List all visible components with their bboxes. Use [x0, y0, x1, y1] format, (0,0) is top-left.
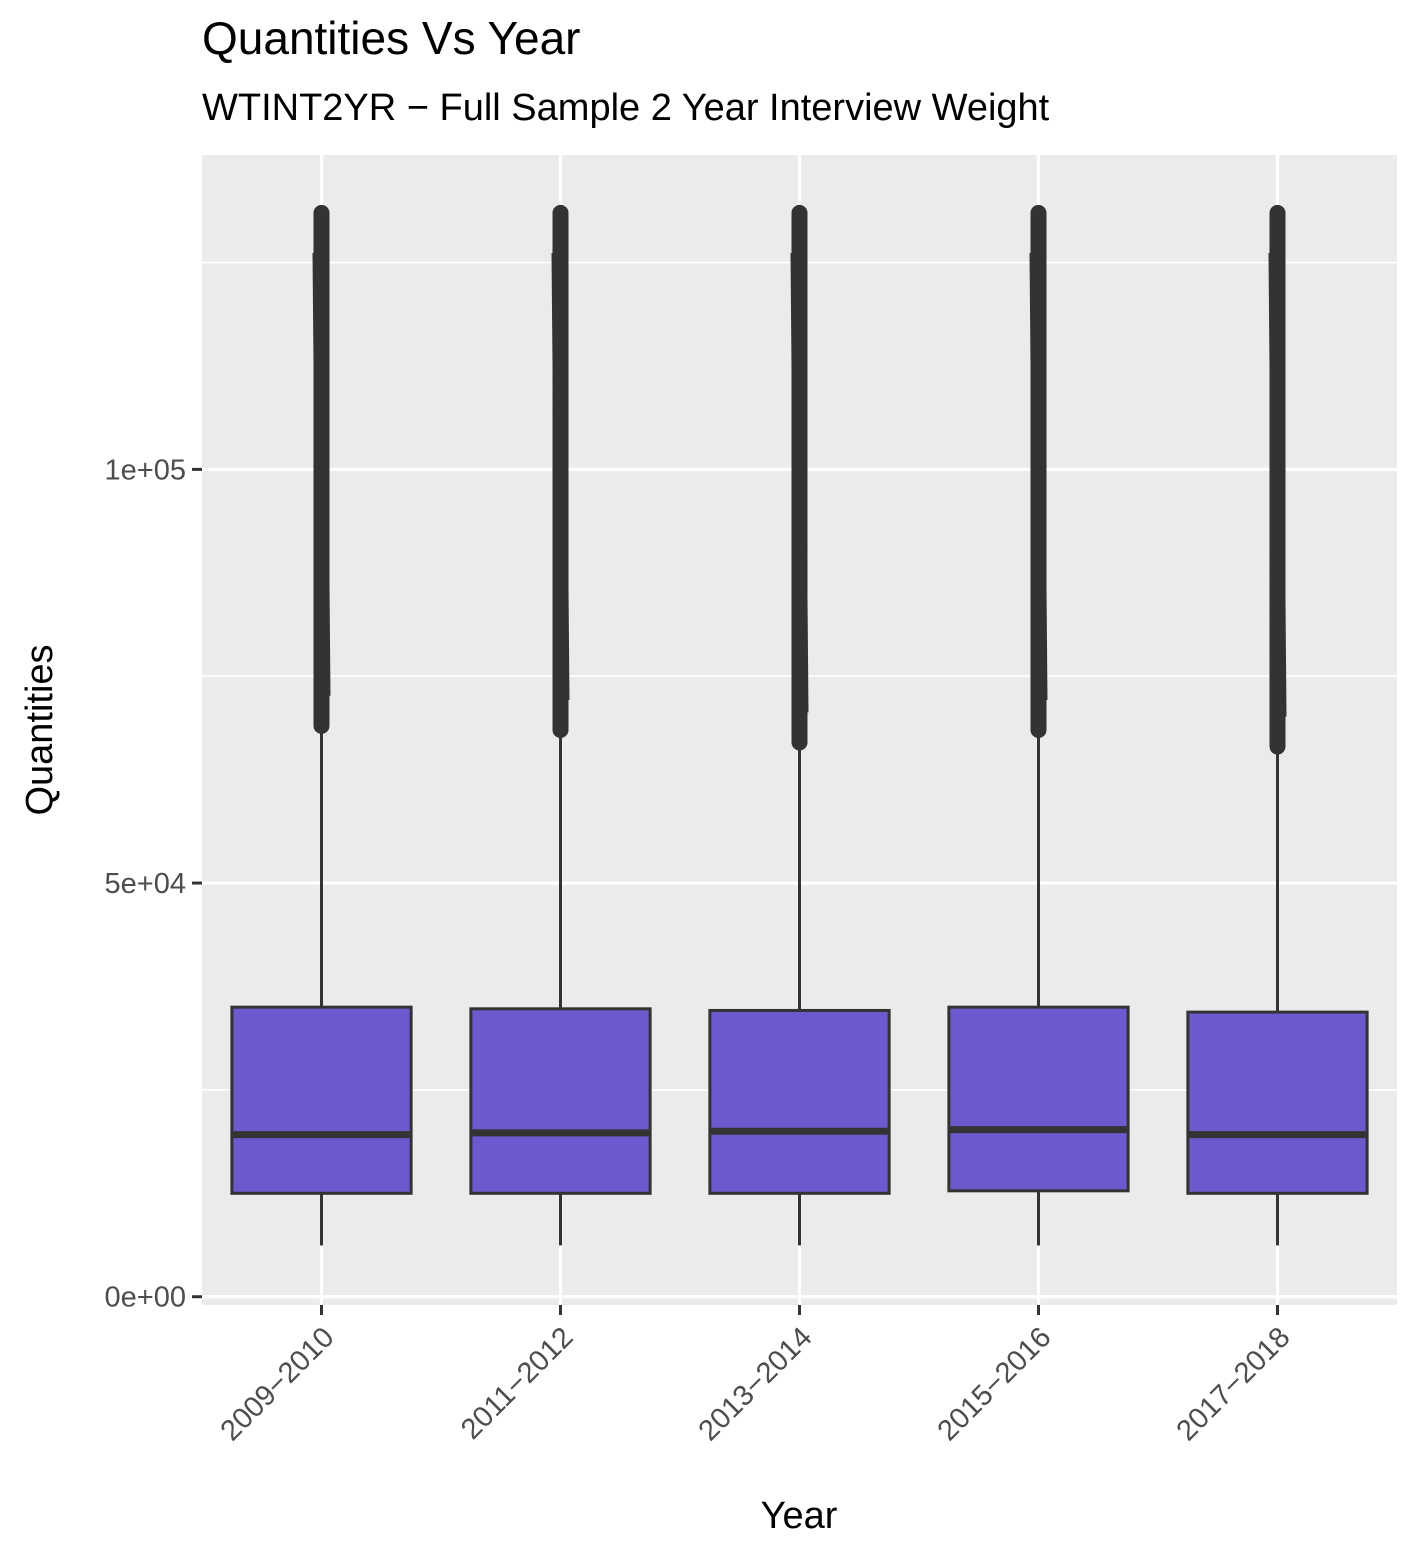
outlier-points-core [1268, 252, 1287, 717]
box-iqr [230, 1005, 413, 1195]
x-tick-label: 2011−2012 [455, 1321, 579, 1445]
y-axis-title: Quantities [19, 644, 61, 815]
x-axis-title: Year [761, 1495, 838, 1537]
box-2015−2016 [947, 204, 1130, 1246]
box-2011−2012 [469, 204, 652, 1246]
outlier-points-core [312, 252, 331, 696]
x-tick-label: 2015−2016 [932, 1321, 1058, 1447]
box-iqr [708, 1008, 891, 1195]
x-axis: 2009−2010 2011−2012 2013−2014 2015−2016 2017… [215, 1305, 1297, 1447]
box-2017−2018 [1186, 204, 1369, 1246]
chart-subtitle: WTINT2YR − Full Sample 2 Year Interview … [202, 87, 1050, 129]
x-tick-label: 2013−2014 [693, 1321, 819, 1447]
x-tick-label: 2009−2010 [215, 1321, 341, 1447]
y-tick-label: 5e+04 [105, 868, 186, 900]
x-tick-label: 2017−2018 [1171, 1321, 1297, 1447]
box-iqr [947, 1005, 1130, 1193]
outlier-points-core [790, 252, 809, 713]
y-tick-label: 0e+00 [105, 1282, 186, 1314]
box-2009−2010 [230, 204, 413, 1246]
outlier-points-core [1029, 252, 1048, 701]
y-axis: 0e+00 5e+04 1e+05 [105, 454, 202, 1314]
box-iqr [469, 1007, 652, 1195]
box-iqr [1186, 1010, 1369, 1195]
outlier-points-core [551, 252, 570, 701]
y-tick-label: 1e+05 [105, 454, 186, 486]
boxes [230, 204, 1369, 1246]
box-2013−2014 [708, 204, 891, 1246]
chart-title: Quantities Vs Year [202, 12, 580, 64]
